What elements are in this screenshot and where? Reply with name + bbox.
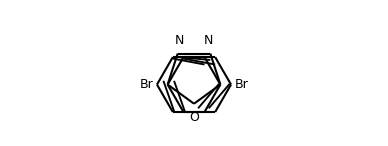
Text: Br: Br <box>139 78 153 91</box>
Text: Br: Br <box>235 78 249 91</box>
Text: N: N <box>175 34 184 47</box>
Text: N: N <box>204 34 213 47</box>
Text: O: O <box>189 111 199 124</box>
